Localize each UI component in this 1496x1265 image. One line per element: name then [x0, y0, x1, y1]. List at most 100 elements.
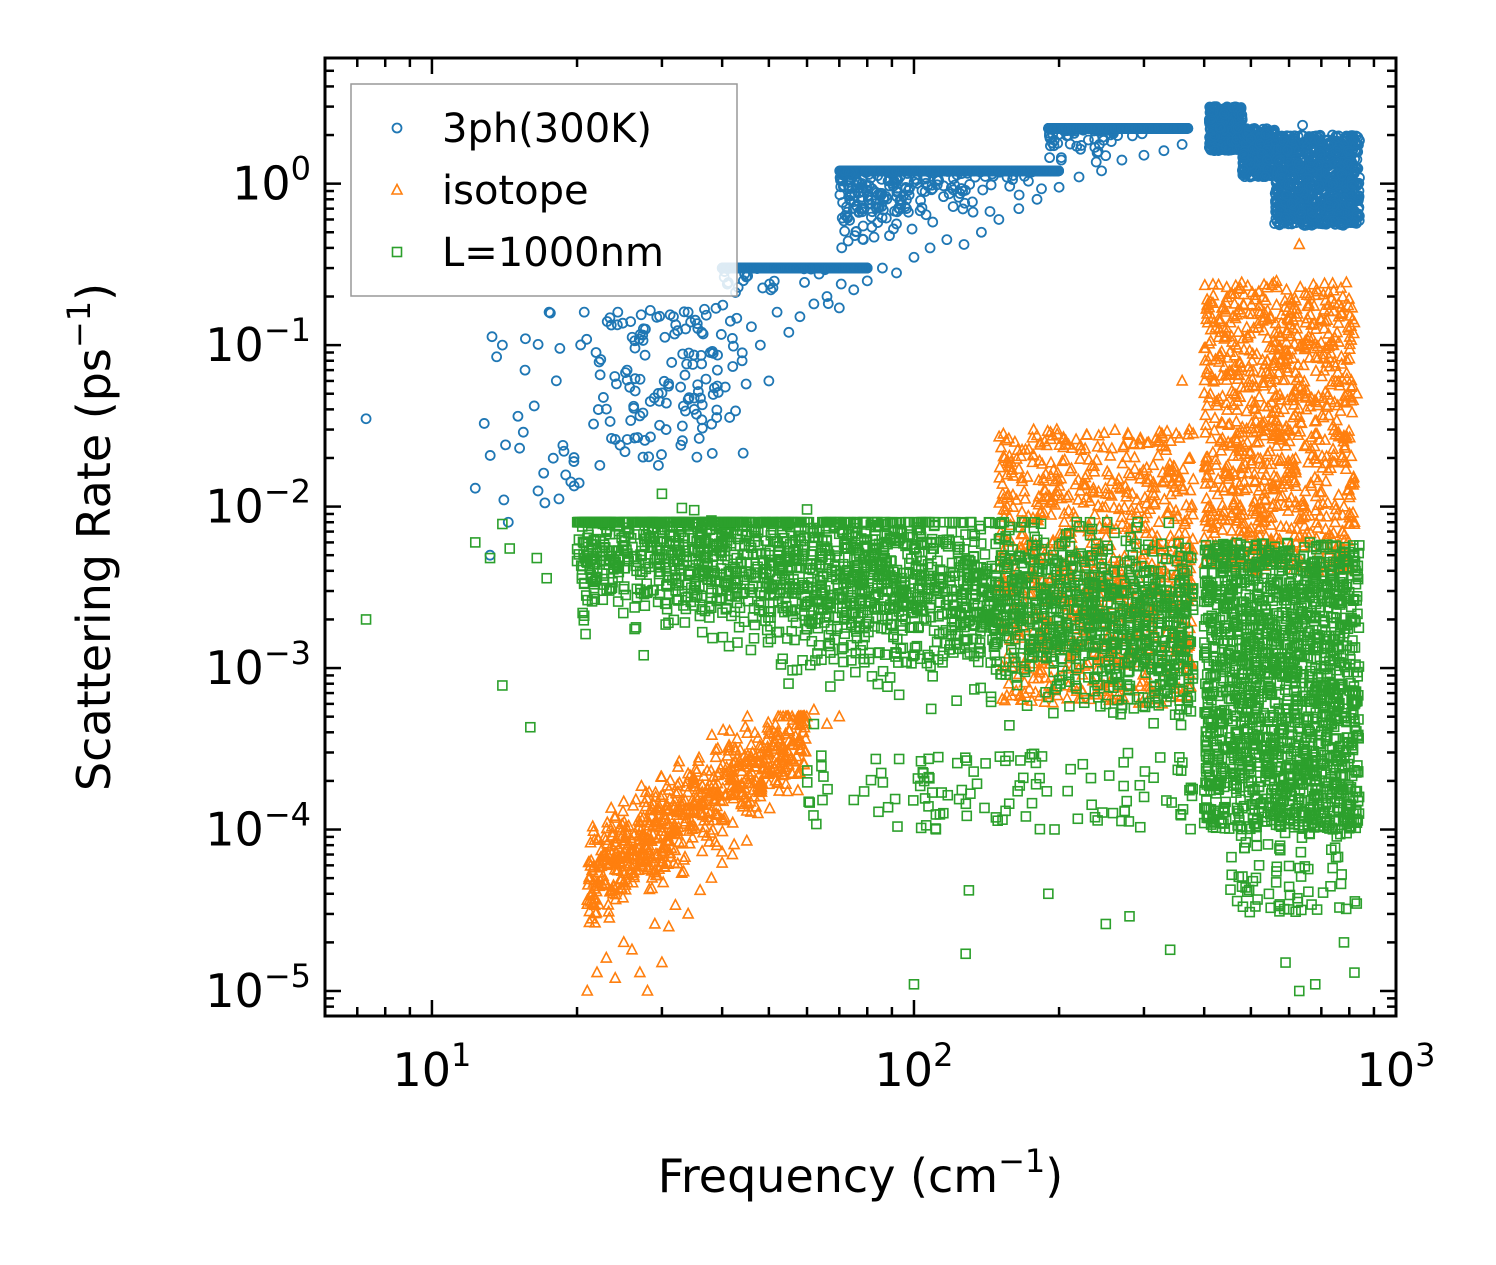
data-point [568, 452, 580, 463]
data-point [889, 177, 901, 189]
data-point [592, 404, 604, 415]
data-point [711, 404, 723, 416]
data-point [1042, 165, 1054, 177]
data-point [757, 282, 769, 294]
data-point [679, 369, 691, 381]
data-point [634, 410, 646, 422]
data-point [478, 418, 490, 429]
data-point [1036, 165, 1048, 177]
data-point [581, 333, 593, 345]
data-point [741, 262, 753, 274]
data-point [1018, 165, 1030, 177]
data-point [628, 400, 640, 412]
data-point [860, 165, 872, 177]
data-point [872, 217, 884, 228]
data-point [967, 206, 979, 218]
data-point [594, 369, 606, 381]
data-point [588, 418, 599, 430]
data-point [857, 234, 869, 245]
data-point [736, 347, 748, 359]
data-point [966, 196, 978, 208]
data-point [532, 338, 544, 350]
data-point [927, 216, 939, 228]
data-point [683, 392, 695, 404]
data-point [920, 209, 932, 221]
data-point [855, 262, 867, 274]
data-point [621, 374, 633, 386]
data-point [644, 304, 656, 316]
data-point [737, 262, 749, 274]
data-point [547, 452, 559, 464]
data-point [947, 184, 959, 196]
data-point [838, 165, 850, 177]
data-point [611, 378, 622, 390]
data-point [848, 196, 860, 208]
data-point [681, 358, 693, 370]
data-point [554, 342, 566, 354]
data-point [901, 194, 912, 206]
data-point [786, 262, 798, 274]
data-point [982, 165, 994, 177]
data-point [866, 211, 877, 223]
data-point [687, 359, 699, 370]
data-point [872, 165, 884, 177]
data-point [902, 206, 914, 218]
data-point [815, 262, 827, 274]
data-point [844, 167, 856, 179]
data-point [926, 184, 937, 196]
data-point [706, 447, 718, 459]
data-point [640, 323, 651, 335]
data-point [919, 186, 931, 197]
data-point [928, 165, 940, 177]
data-point [856, 206, 868, 218]
data-point [984, 206, 996, 217]
data-point [635, 309, 647, 321]
data-point [904, 182, 915, 194]
data-point [484, 450, 496, 461]
data-point [850, 262, 862, 274]
data-point [897, 165, 909, 177]
data-point [844, 214, 855, 226]
data-point [891, 206, 903, 218]
data-point [666, 357, 678, 368]
data-point [727, 340, 739, 352]
data-point [731, 312, 743, 324]
data-point [685, 316, 697, 328]
data-point [683, 347, 695, 359]
data-point [678, 306, 690, 318]
data-point [740, 378, 752, 390]
data-point [822, 298, 834, 309]
data-point [693, 433, 705, 444]
data-point [660, 397, 672, 409]
data-point [629, 342, 641, 354]
data-point [604, 416, 616, 427]
data-point [553, 493, 565, 505]
data-point [800, 262, 811, 274]
data-point [771, 262, 783, 274]
data-point [823, 262, 835, 274]
data-point [914, 165, 925, 177]
data-point [550, 375, 562, 387]
data-point [945, 165, 957, 177]
data-point [625, 316, 637, 328]
data-point [990, 165, 1001, 177]
data-point [836, 242, 848, 254]
data-point [957, 203, 969, 215]
data-point [560, 469, 572, 481]
data-point [696, 422, 708, 434]
data-point [835, 278, 847, 290]
data-point [706, 418, 718, 430]
data-point [878, 192, 890, 204]
data-point [600, 403, 612, 415]
data-point [491, 351, 503, 363]
data-point [1036, 183, 1047, 195]
data-point [512, 410, 524, 422]
data-point [878, 165, 890, 177]
data-point [756, 262, 767, 274]
data-point [696, 399, 708, 411]
data-point [799, 276, 810, 288]
data-point [1022, 165, 1034, 177]
data-point [680, 323, 692, 335]
data-point [985, 179, 997, 191]
